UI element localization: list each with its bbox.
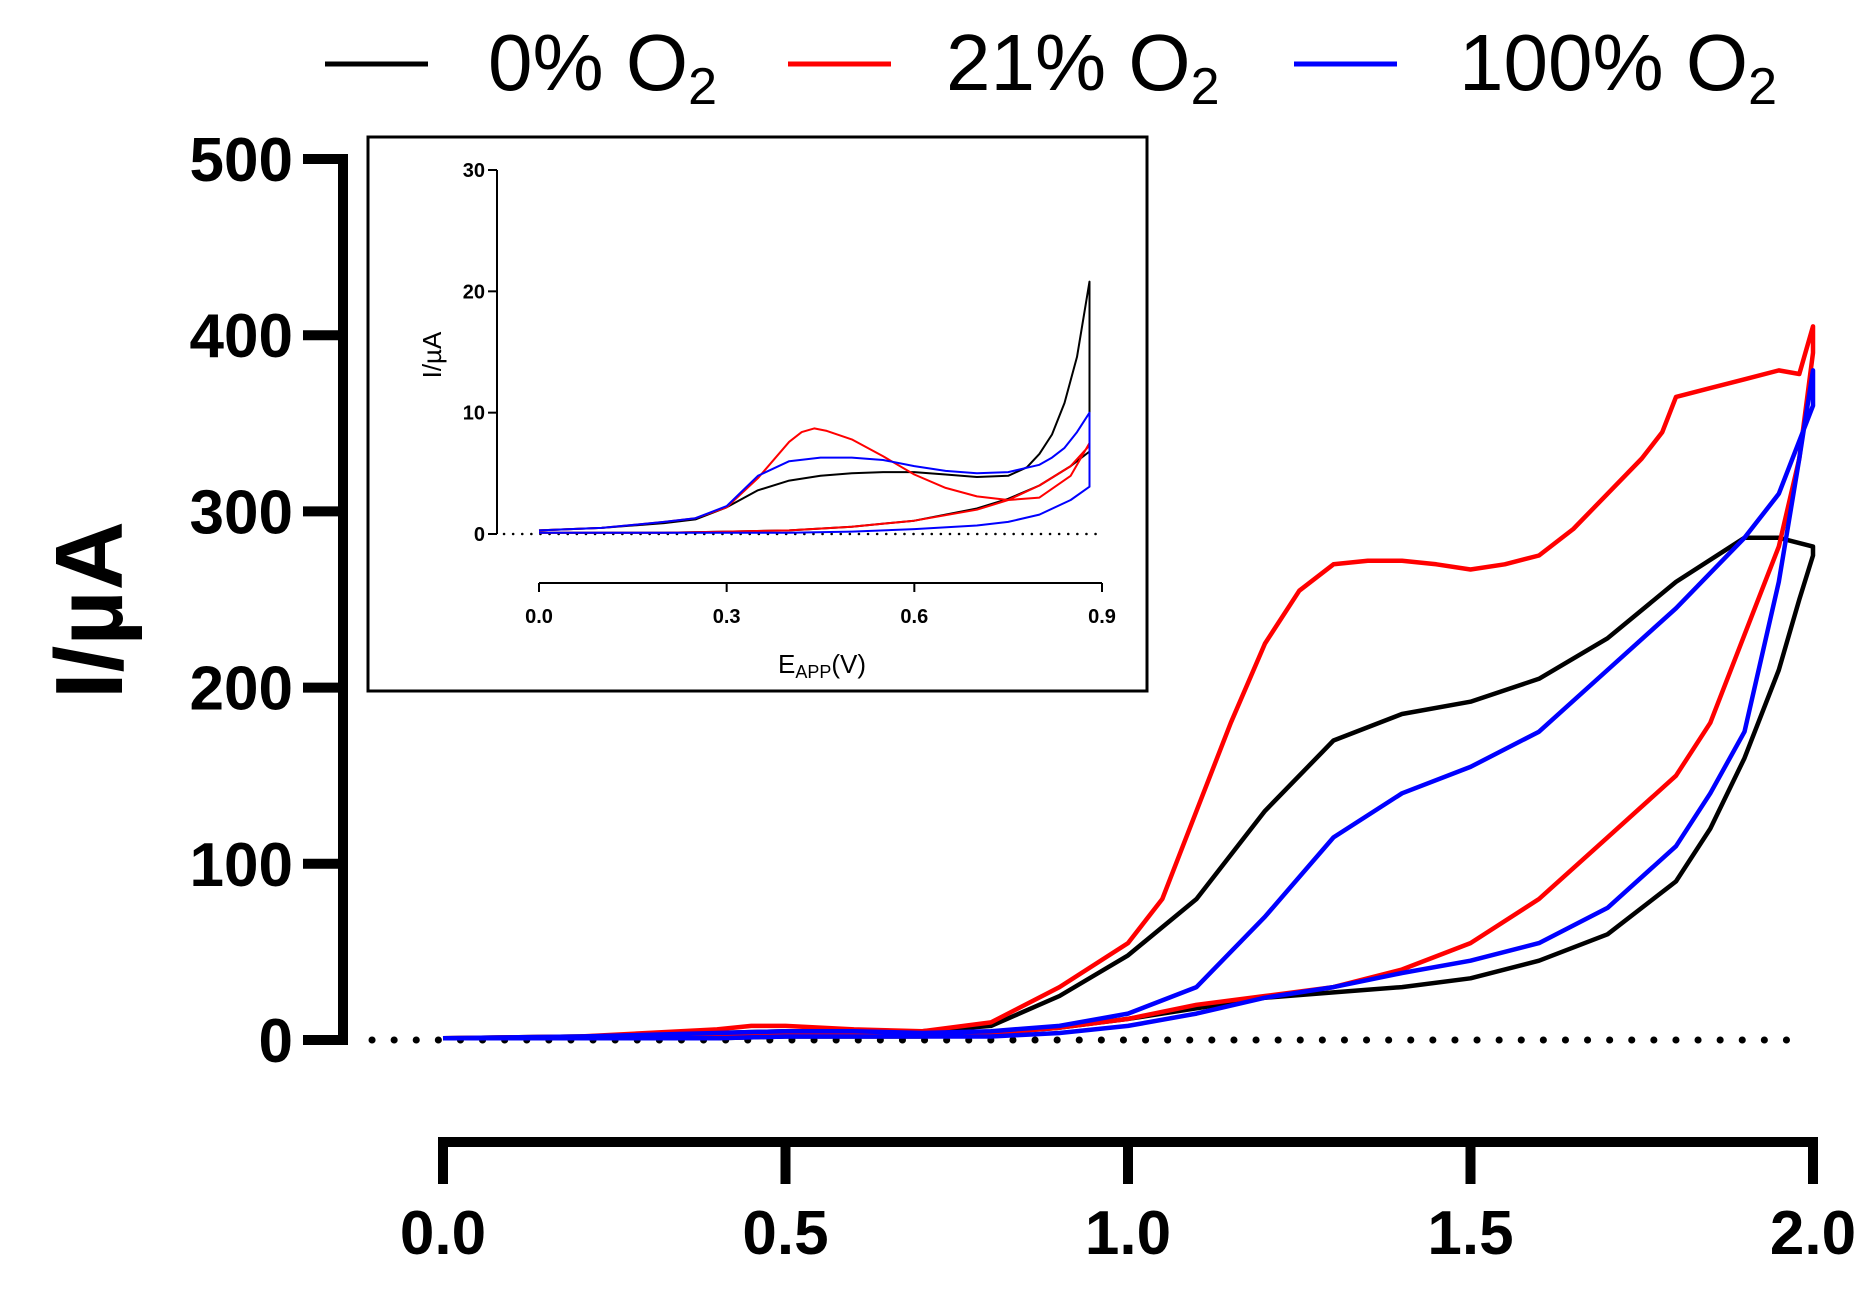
inset-x-tick-label: 0.0 — [525, 606, 553, 628]
inset-y-tick-label: 30 — [463, 160, 485, 182]
main-x-tick-label: 2.0 — [1770, 1199, 1856, 1268]
main-y-tick-label: 500 — [190, 126, 293, 195]
legend-label-text: 100% O — [1459, 18, 1748, 107]
legend-label-subscript: 2 — [688, 58, 717, 116]
main-x-tick-label: 1.5 — [1427, 1199, 1513, 1268]
main-y-axis-label: I/µA — [36, 521, 143, 699]
main-x-tick-label: 1.0 — [1085, 1199, 1171, 1268]
inset-x-tick-label: 0.3 — [713, 606, 741, 628]
inset-axes — [496, 170, 1102, 584]
main-y-tick-label: 0 — [259, 1007, 293, 1076]
legend-label: 21% O2 — [946, 18, 1220, 116]
legend-label: 100% O2 — [1459, 18, 1777, 116]
inset-y-tick-label: 20 — [463, 281, 485, 303]
main-y-tick-label: 300 — [190, 478, 293, 547]
inset-x-label-sub: APP — [795, 662, 831, 682]
inset-ticks: 0 10 20 30 0.0 0.3 0.6 0.9 — [463, 160, 1116, 628]
inset-x-tick-label: 0.6 — [900, 606, 928, 628]
inset-x-tick-label: 0.9 — [1088, 606, 1116, 628]
inset-y-tick-label: 0 — [474, 524, 485, 546]
legend-label-text: 0% O — [488, 18, 688, 107]
inset-series — [538, 280, 1091, 534]
inset-y-axis-label: I/µA — [417, 331, 447, 378]
inset-y-tick-label: 10 — [463, 403, 485, 425]
main-y-tick-label: 100 — [190, 831, 293, 900]
legend-label: 0% O2 — [488, 18, 717, 116]
main-series-line — [442, 324, 1816, 1041]
legend: 0% O2 21% O2 100% O2 — [325, 18, 1777, 116]
main-y-tick-label: 200 — [190, 655, 293, 724]
legend-label-subscript: 2 — [1748, 58, 1777, 116]
inset-x-axis-label: EAPP(V) — [778, 649, 866, 682]
inset-x-label-main: E — [778, 649, 795, 679]
main-x-tick-label: 0.5 — [742, 1199, 828, 1268]
inset-chart: I/µA EAPP(V) 0 10 20 30 0.0 0.3 0.6 0.9 — [366, 135, 1149, 693]
inset-x-label-suffix: (V) — [831, 649, 866, 679]
legend-label-subscript: 2 — [1191, 58, 1220, 116]
main-y-tick-label: 400 — [190, 302, 293, 371]
main-x-tick-label: 0.0 — [400, 1199, 486, 1268]
main-series-line — [442, 368, 1816, 1041]
main-series — [442, 324, 1816, 1041]
inset-series-line — [538, 411, 1091, 534]
legend-label-text: 21% O — [946, 18, 1191, 107]
inset-series-line — [538, 427, 1091, 534]
